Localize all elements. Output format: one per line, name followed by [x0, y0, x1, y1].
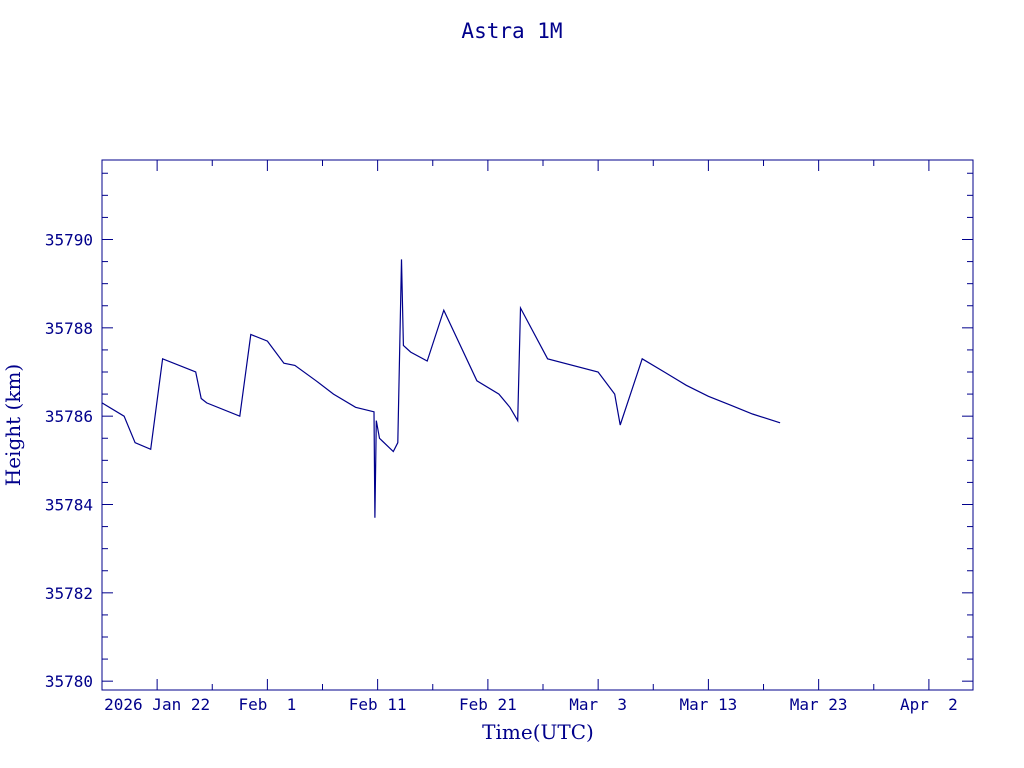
x-tick-label: Mar 23	[790, 695, 848, 714]
y-axis-label: Height (km)	[1, 364, 25, 486]
y-tick-label: 35782	[45, 584, 93, 603]
y-tick-label: 35784	[45, 496, 93, 515]
height-series-line	[101, 259, 781, 518]
x-tick-label: Feb 21	[459, 695, 517, 714]
y-tick-label: 35786	[45, 407, 93, 426]
x-axis-ticks: 2026 Jan 22 Feb 1 Feb 11 Feb 21 Mar 3 Mar 13 M…	[101, 160, 958, 714]
x-tick-label: Mar 13	[679, 695, 737, 714]
plot-frame	[101, 159, 974, 691]
x-tick-label: Feb 1	[238, 695, 296, 714]
x-axis-label: Time(UTC)	[482, 720, 594, 744]
y-tick-label: 35790	[45, 231, 93, 250]
chart-title: Astra 1M	[461, 19, 562, 43]
x-tick-label: 2026 Jan 22	[104, 695, 210, 714]
x-tick-label: Mar 3	[569, 695, 627, 714]
y-axis-ticks: 35780 35782 35784 35786 35788 35790	[45, 172, 973, 691]
y-tick-label: 35788	[45, 319, 93, 338]
x-tick-label: Feb 11	[349, 695, 407, 714]
y-tick-label: 35780	[45, 672, 93, 691]
x-tick-label: Apr 2	[900, 695, 958, 714]
